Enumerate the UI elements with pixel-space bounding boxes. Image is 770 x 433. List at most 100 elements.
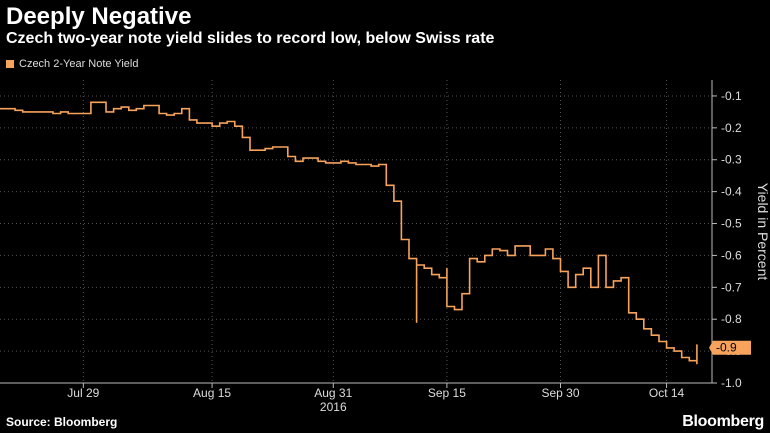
data-point: [226, 120, 228, 123]
data-point: [264, 147, 266, 150]
data-point: [105, 111, 107, 113]
y-tick-label: -0.4: [721, 185, 742, 199]
data-point: [294, 160, 297, 162]
data-point: [393, 200, 395, 202]
data-point: [415, 264, 418, 266]
data-point: [643, 328, 645, 330]
data-point: [438, 277, 440, 279]
data-point: [6, 108, 9, 110]
source-note: Source: Bloomberg: [6, 415, 118, 429]
data-point: [446, 305, 448, 308]
data-point: [514, 245, 516, 247]
x-tick-label: Sep 30: [541, 386, 579, 400]
x-tick-label: Aug 15: [193, 386, 231, 400]
data-point: [241, 136, 243, 139]
data-point: [188, 119, 190, 121]
data-point: [469, 258, 471, 260]
y-tick-label: -1.0: [721, 376, 742, 390]
data-point: [635, 318, 637, 320]
x-tick-label: Oct 14: [649, 386, 685, 400]
data-point: [665, 347, 668, 349]
data-point: [431, 273, 433, 276]
data-point: [415, 321, 418, 323]
data-point: [673, 350, 675, 352]
data-point: [234, 125, 236, 127]
data-point: [688, 360, 690, 362]
data-point: [658, 340, 660, 343]
data-point: [605, 286, 607, 288]
y-tick-label: -0.2: [721, 121, 742, 135]
data-point: [461, 293, 463, 295]
chart-subtitle: Czech two-year note yield slides to reco…: [6, 30, 495, 47]
data-point: [219, 122, 221, 124]
data-point: [537, 254, 539, 257]
data-point: [59, 111, 62, 113]
data-point: [113, 108, 115, 110]
y-tick-label: -0.5: [721, 217, 742, 231]
data-point: [575, 273, 577, 276]
data-point: [302, 157, 304, 159]
data-point: [143, 104, 145, 107]
data-point: [378, 163, 380, 166]
data-point: [90, 101, 92, 103]
data-point: [612, 280, 615, 282]
data-point: [128, 109, 130, 111]
data-point: [355, 163, 357, 166]
data-point: [317, 160, 319, 162]
data-point: [552, 258, 554, 260]
data-point: [325, 162, 327, 164]
data-point: [370, 165, 372, 167]
data-point: [166, 114, 168, 116]
data-point: [332, 162, 334, 164]
data-point: [696, 363, 698, 365]
x-tick-label: Jul 29: [67, 386, 99, 400]
x-tick-label: Sep 15: [428, 386, 466, 400]
data-point: [0, 108, 1, 110]
data-point: [446, 267, 448, 269]
data-point: [135, 108, 137, 110]
last-value-label: -0.9: [716, 341, 737, 355]
data-point: [453, 309, 456, 311]
data-point: [211, 125, 213, 127]
data-point: [22, 111, 24, 113]
data-point: [559, 270, 562, 272]
x-year-label: 2016: [320, 400, 347, 414]
data-point: [347, 162, 350, 164]
data-point: [196, 122, 198, 124]
data-point: [484, 254, 486, 257]
data-point: [120, 106, 122, 108]
data-point: [52, 112, 54, 115]
legend-label: Czech 2-Year Note Yield: [19, 58, 139, 70]
data-point: [249, 149, 251, 151]
series-line: [0, 101, 698, 364]
y-tick-label: -0.7: [721, 280, 742, 294]
data-point: [67, 112, 69, 115]
data-point: [400, 238, 403, 241]
data-point: [590, 286, 592, 288]
data-point: [158, 112, 160, 115]
data-point: [287, 155, 289, 158]
x-tick-label: Aug 31: [314, 386, 352, 400]
bloomberg-logo: Bloomberg: [682, 413, 764, 430]
data-point: [582, 267, 584, 269]
data-point: [681, 356, 683, 359]
legend-swatch: [6, 60, 14, 68]
data-point: [173, 112, 175, 115]
data-point: [650, 334, 653, 336]
data-point: [696, 344, 698, 346]
data-point: [82, 112, 84, 115]
data-point: [29, 111, 31, 113]
data-point: [75, 112, 77, 115]
data-point: [499, 250, 501, 252]
data-point: [491, 248, 493, 250]
data-point: [181, 108, 183, 110]
data-point: [628, 312, 630, 314]
y-tick-label: -0.6: [721, 248, 742, 262]
y-tick-label: -0.3: [721, 153, 742, 167]
data-point: [279, 146, 281, 148]
last-value-tag: [709, 340, 751, 355]
y-tick-label: -0.8: [721, 312, 742, 326]
data-point: [340, 160, 342, 162]
data-point: [529, 254, 531, 257]
data-point: [597, 254, 599, 257]
